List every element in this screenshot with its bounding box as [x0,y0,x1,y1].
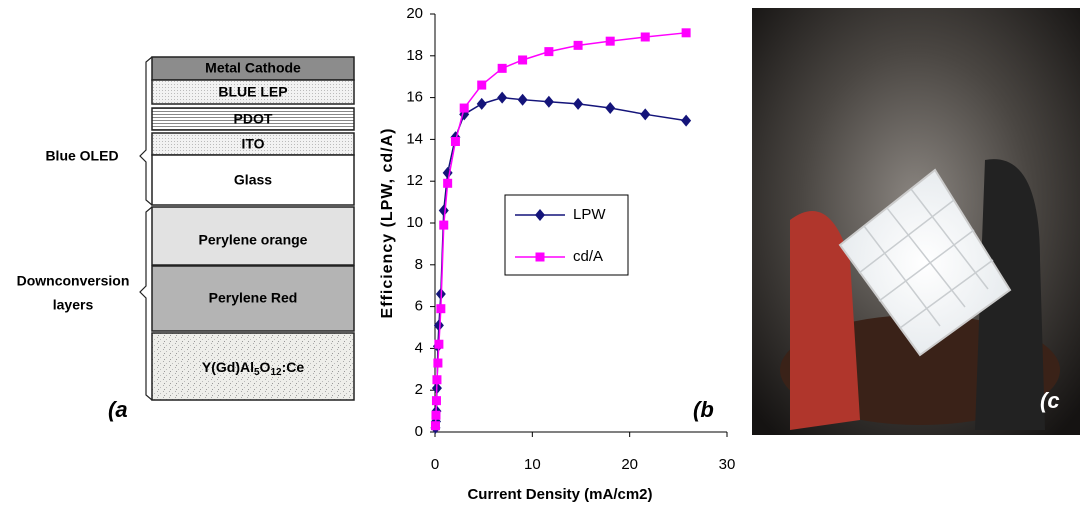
legend-label: cd/A [573,248,603,265]
marker [497,91,508,104]
y-tick-label: 0 [415,423,423,440]
marker [544,47,554,57]
layer-label: PDOT [234,111,273,127]
marker [477,80,487,90]
layer-stack [151,56,355,401]
y-tick-label: 6 [415,298,423,315]
marker [431,410,441,420]
marker [433,319,444,332]
y-tick-label: 14 [406,130,423,147]
y-tick-label: 10 [406,214,423,231]
y-tick-label: 2 [415,381,423,398]
bracket [139,206,153,401]
marker [640,32,650,42]
marker [459,103,469,113]
photo: (c [752,8,1080,435]
y-tick-label: 20 [406,5,423,22]
x-tick-label: 0 [431,456,439,473]
x-axis-label: Current Density (mA/cm2) [467,486,652,503]
layer [151,79,355,105]
layer-label: BLUE LEP [218,84,287,100]
marker [640,108,651,121]
panel-label: (c [1040,388,1060,413]
marker [434,339,444,349]
x-tick-label: 20 [621,456,638,473]
marker [573,97,584,110]
marker [430,421,440,431]
marker [439,220,449,230]
group-label: Downconversion [17,273,130,289]
panel-label: (b [693,397,714,422]
y-tick-label: 12 [406,172,423,189]
marker [476,97,487,110]
layer [151,154,355,206]
panel-label: (a [108,397,128,422]
layer-label: ITO [241,136,264,152]
group-label: layers [53,297,94,313]
layer-label: Perylene Red [209,290,298,306]
marker [432,375,442,385]
legend-marker [535,209,545,221]
y-tick-label: 18 [406,47,423,64]
legend-label: LPW [573,206,606,223]
x-tick-label: 10 [524,456,541,473]
marker [605,36,615,46]
layer-label: Y(Gd)Al5O12:Ce [202,359,304,378]
marker [497,63,507,73]
legend-marker [535,252,545,262]
marker [442,166,453,179]
marker [573,40,583,50]
y-tick-label: 4 [415,339,423,356]
y-tick-label: 8 [415,256,423,273]
layer [151,206,355,266]
layer [151,265,355,332]
x-tick-label: 30 [719,456,736,473]
marker [681,114,692,127]
layer-label: Perylene orange [199,232,308,248]
marker [518,55,528,65]
y-axis-label: Efficiency (LPW, cd/A) [379,128,396,319]
marker [438,204,449,217]
group-label: Blue OLED [45,148,118,164]
layer [151,107,355,131]
marker [605,102,616,115]
marker [517,93,528,106]
marker [431,396,441,406]
bracket [139,56,153,206]
marker [543,95,554,108]
layer [151,332,355,401]
y-tick-label: 16 [406,89,423,106]
layer-label: Metal Cathode [205,60,301,76]
marker [450,136,460,146]
layer-label: Glass [234,172,272,188]
marker [681,28,691,38]
marker [433,358,443,368]
marker [436,304,446,314]
marker [443,178,453,188]
legend-box [504,194,629,276]
